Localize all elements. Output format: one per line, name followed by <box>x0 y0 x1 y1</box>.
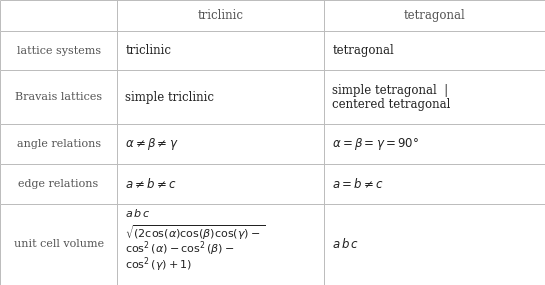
Text: $\sqrt{(2\cos(\alpha)\cos(\beta)\cos(\gamma) -}$: $\sqrt{(2\cos(\alpha)\cos(\beta)\cos(\ga… <box>125 223 265 242</box>
Text: simple tetragonal  |: simple tetragonal | <box>332 84 449 97</box>
Text: $a\,b\,c$: $a\,b\,c$ <box>332 237 359 251</box>
Text: triclinic: triclinic <box>125 44 171 57</box>
Text: simple triclinic: simple triclinic <box>125 91 214 104</box>
Text: edge relations: edge relations <box>19 179 99 189</box>
Text: unit cell volume: unit cell volume <box>14 239 104 249</box>
Text: $a = b \neq c$: $a = b \neq c$ <box>332 177 384 191</box>
Text: Bravais lattices: Bravais lattices <box>15 92 102 102</box>
Text: centered tetragonal: centered tetragonal <box>332 98 451 111</box>
Text: $\alpha = \beta = \gamma = 90°$: $\alpha = \beta = \gamma = 90°$ <box>332 136 420 152</box>
Text: angle relations: angle relations <box>16 139 101 149</box>
Text: tetragonal: tetragonal <box>332 44 394 57</box>
Text: $\cos^2(\gamma) + 1)$: $\cos^2(\gamma) + 1)$ <box>125 255 193 274</box>
Text: $a \neq b \neq c$: $a \neq b \neq c$ <box>125 177 177 191</box>
Text: $\alpha \neq \beta \neq \gamma$: $\alpha \neq \beta \neq \gamma$ <box>125 136 179 152</box>
Text: $\cos^2(\alpha) - \cos^2(\beta) -$: $\cos^2(\alpha) - \cos^2(\beta) -$ <box>125 239 235 258</box>
Text: triclinic: triclinic <box>198 9 244 22</box>
Text: tetragonal: tetragonal <box>404 9 465 22</box>
Text: lattice systems: lattice systems <box>16 46 101 56</box>
Text: $a\,b\,c$: $a\,b\,c$ <box>125 207 151 219</box>
